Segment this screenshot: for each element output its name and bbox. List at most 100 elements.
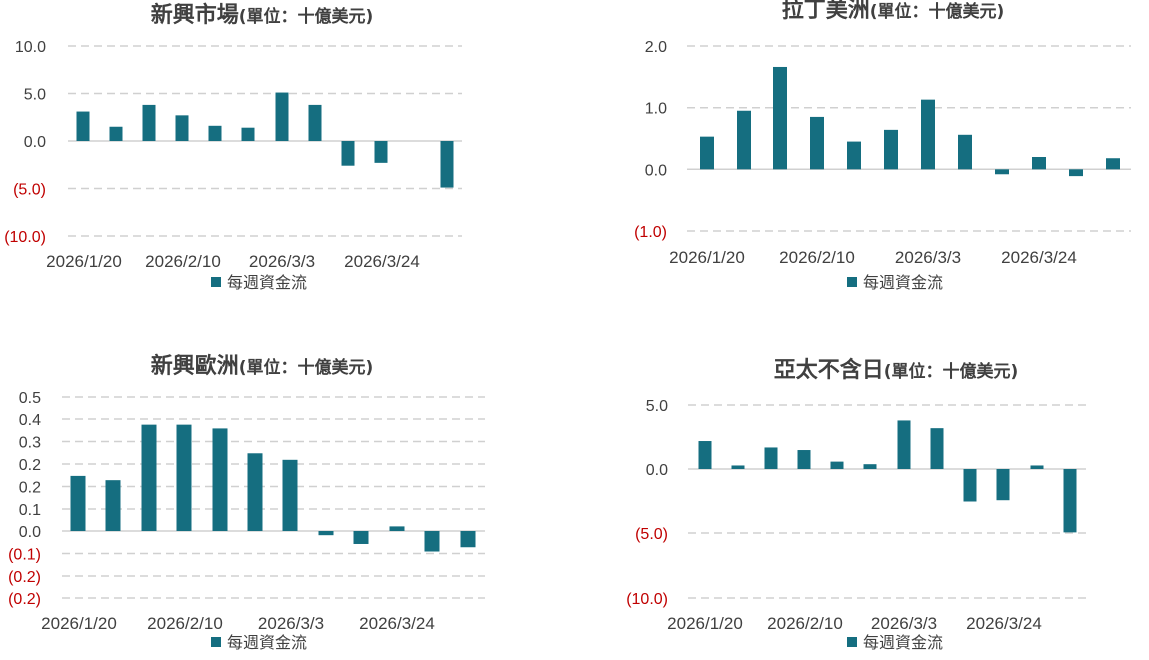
chart-title-subtitle: (單位：十億美元) <box>239 6 374 27</box>
bar <box>308 104 322 141</box>
y-tick-label: (5.0) <box>13 182 46 199</box>
x-tick-label: 2026/3/24 <box>966 614 1042 633</box>
bar <box>847 141 861 170</box>
bar <box>921 99 935 170</box>
bar <box>275 92 289 141</box>
bar <box>76 111 90 141</box>
chart-title-subtitle: (單位：十億美元) <box>870 1 1005 22</box>
y-tick-label: (0.1) <box>8 547 41 564</box>
bar <box>830 461 844 469</box>
bar <box>863 464 877 469</box>
y-tick-label: (0.2) <box>8 569 41 586</box>
bar <box>318 531 334 536</box>
bar <box>208 125 222 141</box>
x-tick-label: 2026/3/3 <box>258 614 324 633</box>
bar <box>930 428 944 469</box>
y-tick-label: 1.0 <box>645 101 667 118</box>
chart-title: 亞太不含日(單位：十億美元) <box>774 357 1019 383</box>
y-tick-label: 0.0 <box>645 162 667 179</box>
x-tick-label: 2026/1/20 <box>667 614 743 633</box>
chart-title-main: 拉丁美洲 <box>782 0 870 23</box>
x-tick-label: 2026/2/10 <box>147 614 223 633</box>
chart-title-main: 亞太不含日 <box>774 357 884 383</box>
bar <box>1069 169 1083 177</box>
bar <box>764 447 778 469</box>
bar <box>440 141 454 188</box>
bar <box>175 115 189 141</box>
bar <box>105 480 121 531</box>
chart-title-subtitle: (單位：十億美元) <box>884 361 1019 382</box>
x-tick-label: 2026/3/24 <box>359 614 435 633</box>
x-tick-label: 2026/1/20 <box>46 252 122 271</box>
bar <box>963 469 977 502</box>
legend-label: 每週資金流 <box>227 633 307 652</box>
x-tick-label: 2026/1/20 <box>41 614 117 633</box>
y-tick-label: 5.0 <box>646 398 668 415</box>
y-tick-label: 0.2 <box>19 480 41 497</box>
bar <box>70 475 86 531</box>
chart-panel-1: 新興市場(單位：十億美元) 10.0 5.0 0.0 (5.0) (10.0)2026/1… <box>4 2 462 292</box>
bar <box>897 420 911 469</box>
bar <box>995 169 1009 175</box>
legend-swatch <box>211 637 221 647</box>
bar <box>212 428 228 531</box>
chart-panel-4: 亞太不含日(單位：十億美元) 5.0 0.0 (5.0) (10.0) 2026/1/20… <box>626 357 1086 652</box>
x-tick-label: 2026/3/3 <box>249 252 315 271</box>
legend-label: 每週資金流 <box>863 633 943 652</box>
y-tick-label: 0.0 <box>646 462 668 479</box>
bar <box>424 531 440 552</box>
bar <box>460 531 476 548</box>
y-tick-label: 2.0 <box>645 39 667 56</box>
chart-title-subtitle: (單位：十億美元) <box>239 357 374 378</box>
y-tick-label: 5.0 <box>24 87 46 104</box>
legend-swatch <box>211 277 221 287</box>
bar <box>731 465 745 469</box>
bar <box>884 129 898 170</box>
bar <box>141 424 157 531</box>
bar <box>737 110 751 170</box>
y-tick-label: 0.3 <box>19 435 41 452</box>
bar <box>810 116 824 170</box>
bar <box>1030 465 1044 469</box>
bar <box>698 441 712 469</box>
x-tick-label: 2026/3/24 <box>1001 248 1077 267</box>
x-tick-label: 2026/2/10 <box>145 252 221 271</box>
y-tick-label: (1.0) <box>634 224 667 241</box>
y-tick-label: 0.0 <box>19 524 41 541</box>
y-tick-label: (10.0) <box>626 591 668 608</box>
x-tick-label: 2026/1/20 <box>669 248 745 267</box>
legend-label: 每週資金流 <box>863 273 943 292</box>
y-tick-label: (5.0) <box>635 526 668 543</box>
x-tick-label: 2026/2/10 <box>779 248 855 267</box>
chart-panel-2: 拉丁美洲(單位：十億美元) 2.0 1.0 0.0 (1.0)2026/1/20 2026… <box>634 0 1131 292</box>
bar <box>1106 158 1120 170</box>
bar <box>374 141 388 163</box>
chart-title: 新興市場(單位：十億美元) <box>151 2 374 28</box>
y-tick-label: 0.1 <box>19 502 41 519</box>
bar <box>142 104 156 141</box>
chart-title: 新興歐洲(單位：十億美元) <box>151 353 374 379</box>
legend-swatch <box>847 277 857 287</box>
y-tick-label: 0.2 <box>19 457 41 474</box>
y-tick-label: 10.0 <box>15 39 46 56</box>
bar <box>1063 469 1077 533</box>
x-tick-label: 2026/2/10 <box>767 614 843 633</box>
bar <box>797 450 811 469</box>
bar <box>389 526 405 531</box>
bar <box>109 126 123 141</box>
bar <box>241 127 255 141</box>
chart-panel-3: 新興歐洲(單位：十億美元) 0.5 0.4 0.3 0.2 0.2 0.1 0.0 (0.1) (… <box>8 353 485 652</box>
bar <box>247 453 263 531</box>
legend-swatch <box>847 637 857 647</box>
bar <box>773 66 787 170</box>
x-tick-label: 2026/3/24 <box>344 252 420 271</box>
x-tick-label: 2026/3/3 <box>871 614 937 633</box>
bar <box>996 469 1010 501</box>
y-tick-label: 0.5 <box>19 390 41 407</box>
legend-label: 每週資金流 <box>227 273 307 292</box>
x-tick-label: 2026/3/3 <box>895 248 961 267</box>
bar <box>282 459 298 531</box>
y-tick-label: 0.4 <box>19 412 41 429</box>
bar <box>176 424 192 531</box>
